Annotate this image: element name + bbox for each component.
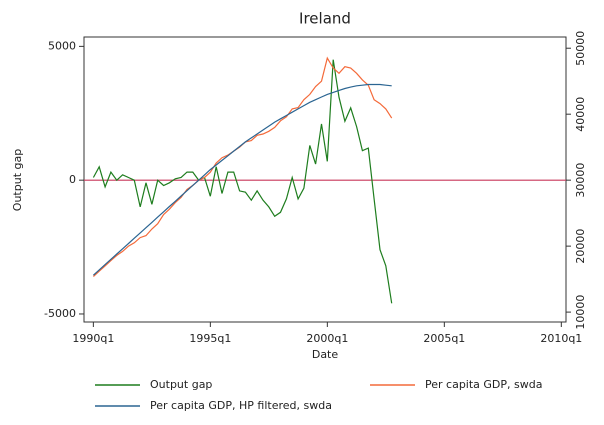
x-tick-label: 1995q1 — [189, 332, 231, 345]
legend-label: Per capita GDP, swda — [425, 378, 542, 391]
y-tick-label: 5000 — [48, 39, 76, 52]
y-tick-label: -5000 — [44, 307, 76, 320]
chart-title: Ireland — [299, 10, 351, 28]
legend-label: Output gap — [150, 378, 212, 391]
y-axis-label: Output gap — [11, 149, 24, 211]
y2-tick-label: 20000 — [574, 229, 587, 264]
y-tick-label: 0 — [69, 173, 76, 186]
x-tick-label: 1990q1 — [72, 332, 114, 345]
x-tick-label: 2005q1 — [423, 332, 465, 345]
series-line — [92, 83, 392, 276]
plot-frame — [83, 36, 567, 323]
x-axis-label: Date — [312, 348, 339, 361]
y2-tick-label: 10000 — [574, 295, 587, 330]
y2-tick-label: 50000 — [574, 31, 587, 66]
y2-tick-label: 30000 — [574, 163, 587, 198]
y2-tick-label: 40000 — [574, 97, 587, 132]
legend-label: Per capita GDP, HP filtered, swda — [150, 399, 332, 412]
series-line — [92, 59, 393, 304]
x-tick-label: 2000q1 — [306, 332, 348, 345]
x-tick-label: 2010q1 — [540, 332, 582, 345]
